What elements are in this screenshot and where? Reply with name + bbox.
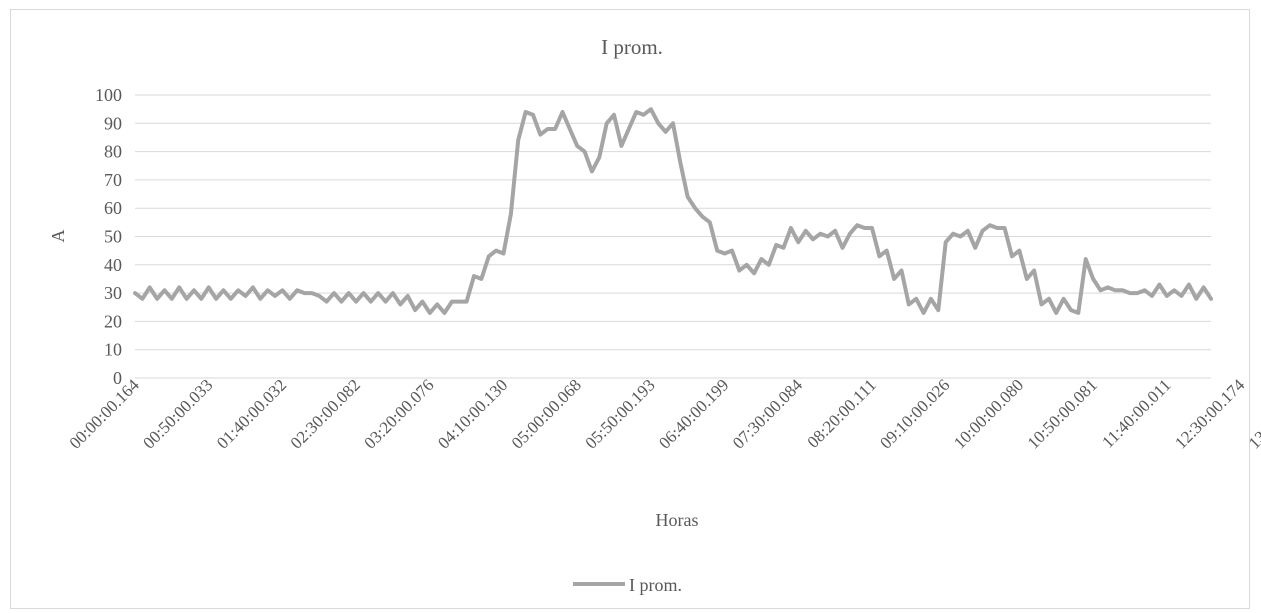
y-tick-label: 50 bbox=[104, 227, 122, 247]
y-tick-label: 60 bbox=[104, 198, 122, 218]
x-tick-label: 10:00:00.080 bbox=[950, 375, 1027, 452]
legend-label: I prom. bbox=[629, 575, 682, 595]
y-tick-label: 70 bbox=[104, 170, 122, 190]
y-tick-label: 10 bbox=[104, 340, 122, 360]
series-line bbox=[133, 107, 1213, 315]
legend: I prom. bbox=[573, 575, 682, 595]
x-tick-label: 07:30:00.084 bbox=[729, 375, 807, 453]
x-tick-label: 09:10:00.026 bbox=[876, 375, 953, 452]
gridlines bbox=[135, 94, 1211, 379]
x-tick-label: 05:50:00.193 bbox=[582, 375, 659, 452]
x-tick-label: 00:50:00.033 bbox=[139, 375, 216, 452]
y-tick-label: 40 bbox=[104, 255, 122, 275]
y-tick-label: 20 bbox=[104, 311, 122, 331]
x-tick-label: 00:00:00.164 bbox=[66, 375, 144, 453]
y-tick-label: 80 bbox=[104, 142, 122, 162]
x-tick-label: 13:20:00.008 bbox=[1245, 375, 1261, 452]
y-tick-label: 0 bbox=[113, 368, 122, 388]
y-tick-label: 90 bbox=[104, 113, 122, 133]
y-tick-label: 30 bbox=[104, 283, 122, 303]
x-tick-label: 04:10:00.130 bbox=[434, 375, 511, 452]
x-axis-ticks: 00:00:00.16400:50:00.03301:40:00.03202:3… bbox=[66, 375, 1261, 453]
x-tick-label: 02:30:00.082 bbox=[287, 375, 364, 452]
x-tick-label: 06:40:00.199 bbox=[655, 375, 732, 452]
y-axis-ticks: 0 10 20 30 40 50 60 70 80 90 100 bbox=[95, 85, 122, 388]
y-tick-label: 100 bbox=[95, 85, 122, 105]
y-axis-label: A bbox=[48, 230, 68, 243]
series-layer bbox=[133, 107, 1213, 315]
x-tick-label: 11:40:00.011 bbox=[1098, 375, 1174, 451]
chart-title: I prom. bbox=[601, 35, 663, 59]
x-tick-label: 12:30:00.174 bbox=[1171, 375, 1249, 453]
x-tick-label: 05:00:00.068 bbox=[508, 375, 585, 452]
x-axis-label: Horas bbox=[656, 510, 699, 530]
x-tick-label: 01:40:00.032 bbox=[213, 375, 290, 452]
chart-area bbox=[10, 9, 1250, 609]
x-tick-label: 03:20:00.076 bbox=[360, 375, 437, 452]
x-tick-label: 08:20:00.111 bbox=[803, 375, 879, 451]
x-tick-label: 10:50:00.081 bbox=[1024, 375, 1101, 452]
